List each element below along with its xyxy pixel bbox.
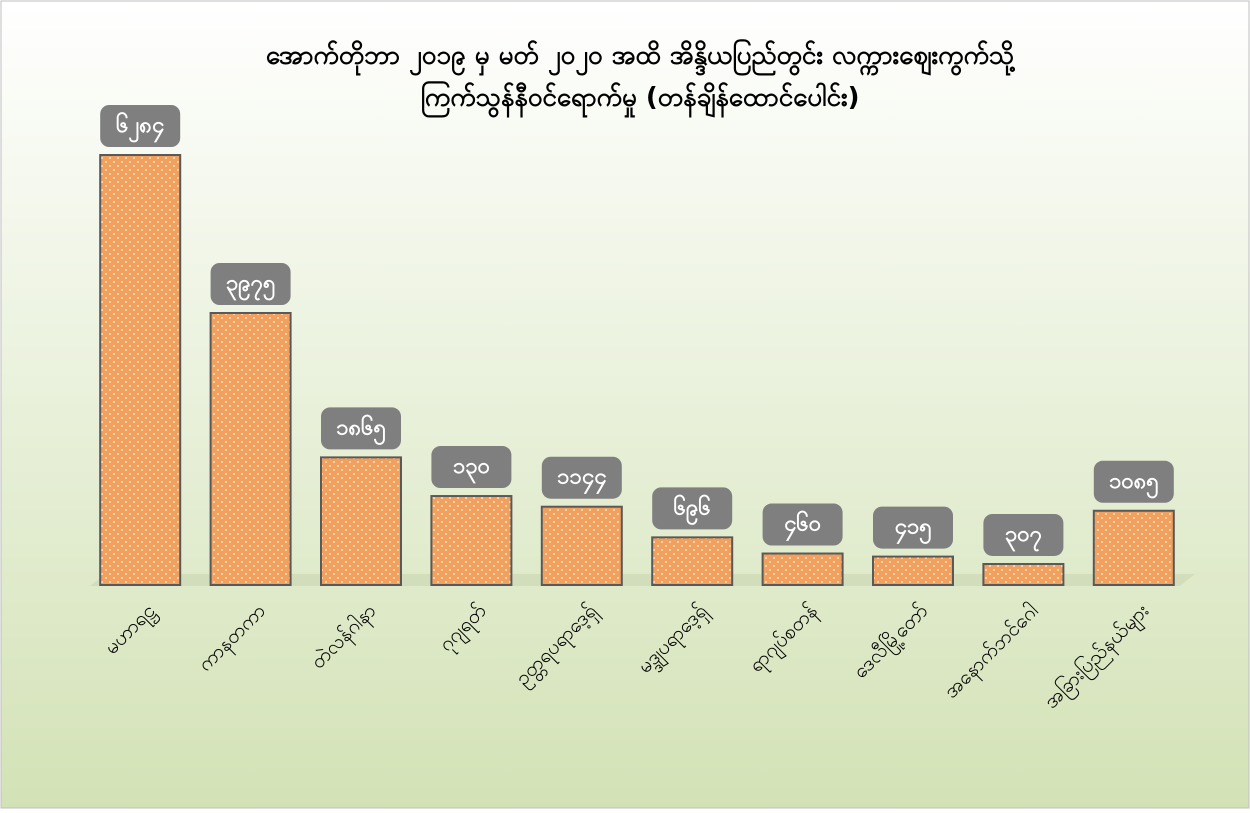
bar-texture bbox=[763, 554, 842, 584]
value-label-box bbox=[431, 446, 512, 489]
value-label-box bbox=[983, 513, 1064, 556]
bar-texture bbox=[653, 538, 732, 584]
value-label: ၁၃၀ bbox=[453, 454, 490, 484]
value-label-box bbox=[1093, 460, 1174, 503]
value-label: ၄၁၅ bbox=[894, 515, 931, 545]
value-label-box bbox=[210, 262, 291, 305]
value-label-box bbox=[100, 105, 181, 147]
chart-title: ကြက်သွန်နီဝင်ရောက်မှု (တန်ချိန်ထောင်ပေါင… bbox=[421, 80, 860, 119]
value-label-box bbox=[652, 487, 733, 530]
bar-texture bbox=[984, 564, 1063, 584]
bar-texture bbox=[1094, 511, 1173, 584]
bar-texture bbox=[322, 458, 400, 584]
bar-texture bbox=[432, 497, 511, 584]
value-label-box bbox=[873, 506, 953, 549]
value-label: ၁၀၈၅ bbox=[1109, 469, 1159, 499]
value-label: ၆၂၈၄ bbox=[116, 111, 164, 143]
bar-texture bbox=[874, 557, 952, 584]
value-label-box bbox=[541, 456, 622, 499]
value-label: ၆၉၆ bbox=[674, 493, 711, 525]
value-label: ၄၆၀ bbox=[784, 510, 821, 542]
value-label-box bbox=[321, 407, 401, 450]
value-label: ၁၁၄၄ bbox=[557, 465, 607, 495]
value-label: ၁၈၆၅ bbox=[336, 413, 386, 445]
chart-title: အောက်တိုဘာ ၂၀၁၉ မှ မတ် ၂၀၂၀ အထိ အိန္ဒိယပ… bbox=[266, 38, 1015, 77]
value-label: ၃၀၇ bbox=[1005, 522, 1042, 552]
bar-texture bbox=[542, 507, 621, 584]
value-label-box bbox=[762, 503, 843, 546]
bar-texture bbox=[211, 313, 290, 584]
bar-texture bbox=[101, 156, 180, 584]
value-label: ၃၉၇၅ bbox=[226, 271, 276, 301]
